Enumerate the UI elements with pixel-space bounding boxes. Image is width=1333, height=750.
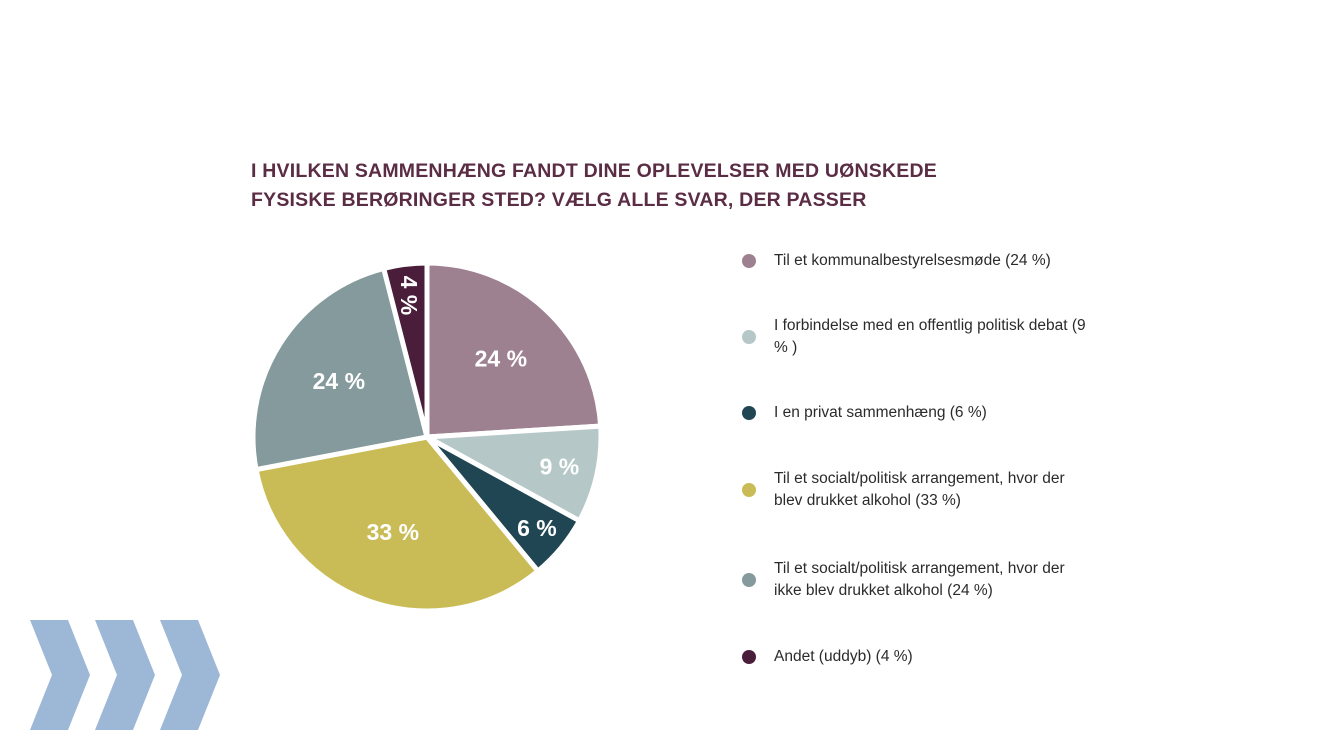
chart-title-line-2: FYSISKE BERØRINGER STED? VÆLG ALLE SVAR,…: [251, 189, 867, 211]
legend-swatch: [742, 254, 756, 268]
pie-slice-label-2: 9 %: [540, 454, 580, 480]
pie-slice-5: [250, 265, 431, 473]
legend-swatch: [742, 650, 756, 664]
pie-slice-label-6: 4 %: [396, 276, 422, 316]
chevron-right-icon: [95, 620, 155, 730]
pie-slice-6: [380, 260, 430, 438]
chevron-right-icon: [30, 620, 90, 730]
legend-item: Andet (uddyb) (4 %): [742, 646, 1102, 668]
legend-swatch: [742, 573, 756, 587]
pie-slice-1: [424, 260, 604, 440]
pie-slice-label-3: 6 %: [517, 515, 557, 541]
legend-label: Til et socialt/politisk arrangement, hvo…: [774, 560, 1065, 599]
pie-slice-label-4: 33 %: [367, 519, 419, 545]
pie-slice-4: [253, 434, 542, 614]
legend-swatch: [742, 406, 756, 420]
legend-item: Til et socialt/politisk arrangement, hvo…: [742, 558, 1102, 602]
legend-item: Til et socialt/politisk arrangement, hvo…: [742, 468, 1102, 512]
legend-item: Til et kommunalbestyrelsesmøde (24 %): [742, 250, 1102, 272]
legend-item: I forbindelse med en offentlig politisk …: [742, 315, 1102, 359]
chart-title-line-1: I HVILKEN SAMMENHÆNG FANDT DINE OPLEVELS…: [251, 160, 937, 182]
legend-swatch: [742, 330, 756, 344]
pie-slice-label-1: 24 %: [475, 345, 527, 371]
chart-title: I HVILKEN SAMMENHÆNG FANDT DINE OPLEVELS…: [251, 157, 1071, 215]
legend-swatch: [742, 483, 756, 497]
legend-item: I en privat sammenhæng (6 %): [742, 402, 1102, 424]
legend-label: Andet (uddyb) (4 %): [774, 648, 913, 665]
legend-label: Til et kommunalbestyrelsesmøde (24 %): [774, 252, 1051, 269]
legend-label: I forbindelse med en offentlig politisk …: [774, 317, 1086, 356]
legend-label: I en privat sammenhæng (6 %): [774, 404, 987, 421]
legend-label: Til et socialt/politisk arrangement, hvo…: [774, 470, 1065, 509]
pie-slice-label-5: 24 %: [313, 368, 365, 394]
chevron-decoration: [30, 620, 220, 730]
chevron-right-icon: [160, 620, 220, 730]
